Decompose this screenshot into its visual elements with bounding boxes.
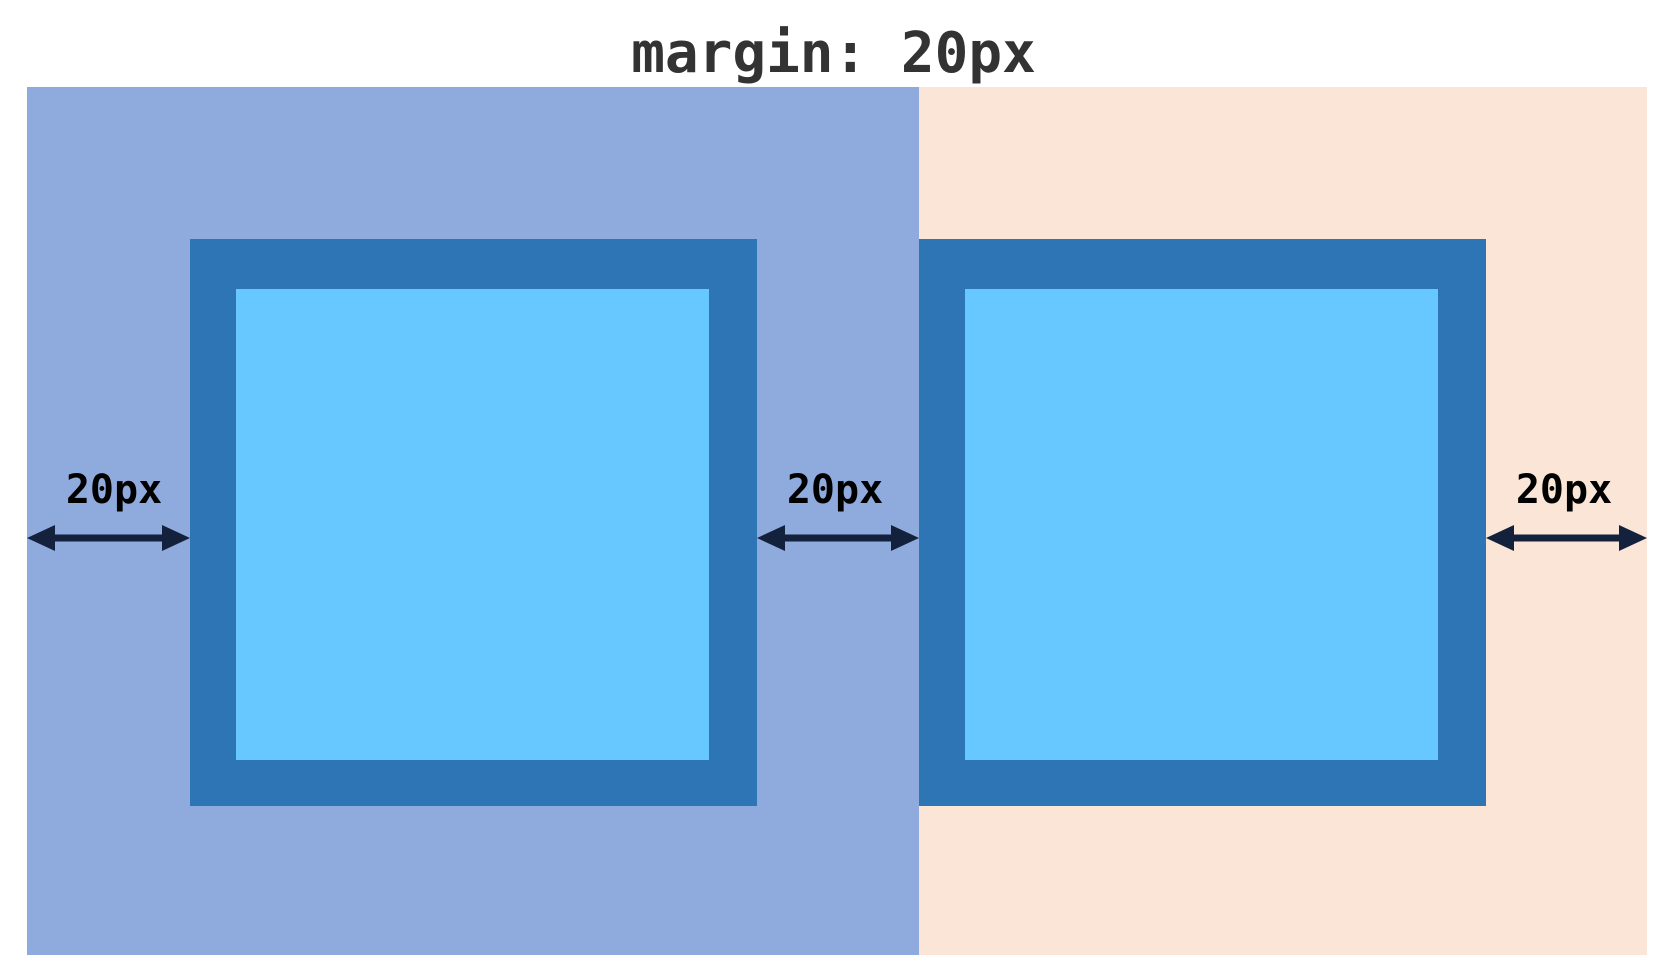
box-2 — [919, 239, 1486, 806]
box-1 — [190, 239, 757, 806]
margin-label-middle: 20px — [786, 467, 884, 513]
margin-label-left: 20px — [65, 467, 163, 513]
diagram-title: margin: 20px — [631, 21, 1036, 86]
box-1-content — [236, 289, 709, 760]
box-2-content — [965, 289, 1438, 760]
margin-label-right: 20px — [1515, 467, 1613, 513]
